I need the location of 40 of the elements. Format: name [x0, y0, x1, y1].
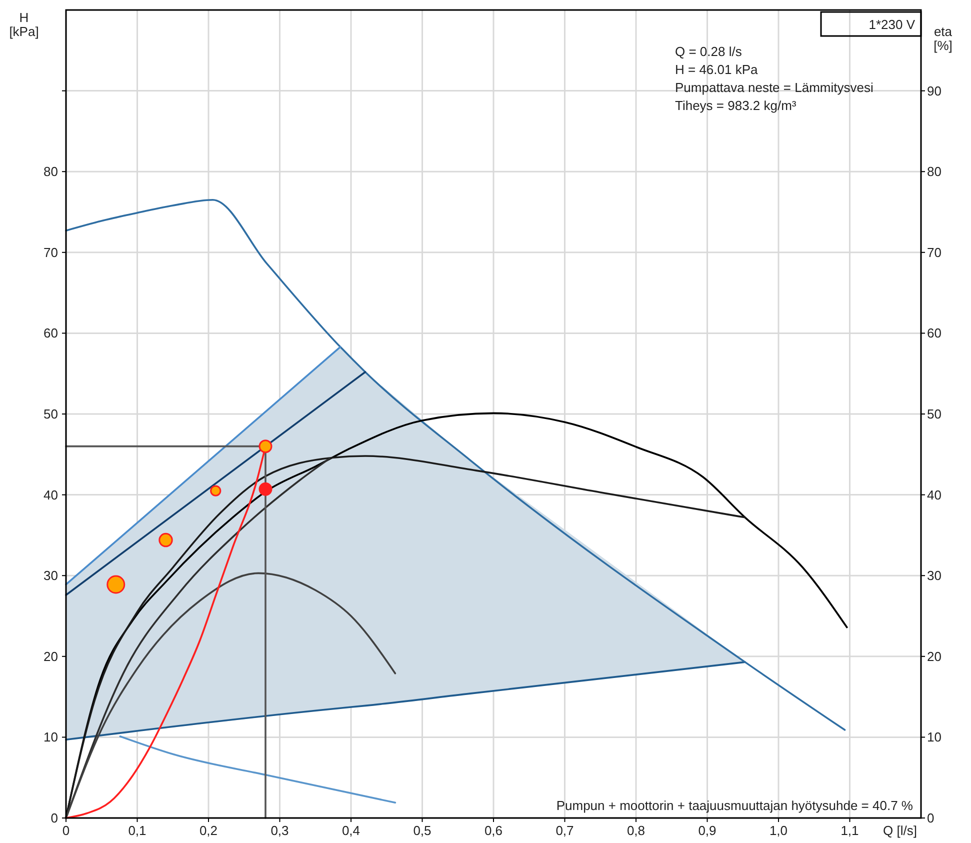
- x-tick-label: 0,8: [626, 823, 646, 838]
- annotation: H = 46.01 kPa: [675, 62, 759, 77]
- annotation: Tiheys = 983.2 kg/m³: [675, 98, 797, 113]
- y2-tick-label: 50: [927, 406, 942, 422]
- x-tick-label: 0,1: [128, 823, 146, 838]
- y2-tick-label: 0: [927, 810, 934, 826]
- x-tick-label: 0,9: [698, 823, 716, 838]
- x-tick-label: 0: [62, 823, 70, 838]
- annotation: 1*230 V: [868, 17, 916, 32]
- y2-tick-label: 90: [927, 83, 942, 98]
- y2-tick-label: 20: [927, 648, 942, 664]
- y-tick-label: 30: [44, 568, 58, 584]
- x-tick-label: 1,1: [840, 823, 859, 838]
- y-tick-label: 0: [50, 810, 58, 826]
- x-axis-title: Q [l/s]: [883, 823, 917, 838]
- y-tick-label: 10: [44, 730, 58, 745]
- y2-tick-label: 40: [927, 487, 942, 502]
- x-tick-label: 0,2: [199, 823, 218, 838]
- x-tick-label: 1,0: [769, 823, 788, 838]
- y-tick-label: 80: [44, 164, 58, 180]
- y-tick-label: 40: [44, 487, 58, 502]
- x-tick-label: 0,6: [484, 823, 503, 838]
- annotation: Pumpun + moottorin + taajuusmuuttajan hyötysuhde = 40.7 %: [556, 798, 914, 813]
- annotation: Pumpattava neste = Lämmitysvesi: [675, 80, 874, 95]
- y-tick-label: 50: [44, 406, 58, 422]
- y-tick-label: 70: [44, 244, 58, 260]
- y2-tick-label: 30: [927, 568, 942, 584]
- y-tick-label: 60: [44, 326, 58, 341]
- y2-tick-label: 70: [927, 244, 942, 260]
- y-axis-title: H [kPa]: [9, 10, 39, 39]
- x-tick-label: 0,5: [413, 823, 432, 838]
- y2-tick-label: 60: [927, 326, 942, 341]
- x-tick-label: 0,7: [556, 823, 574, 838]
- x-tick-label: 0,4: [342, 823, 360, 838]
- annotation: Q = 0.28 l/s: [675, 44, 742, 59]
- y2-tick-label: 10: [927, 730, 942, 745]
- y2-tick-label: 80: [927, 164, 942, 180]
- x-tick-label: 0,3: [270, 823, 289, 838]
- y-tick-label: 20: [44, 648, 58, 664]
- y2-axis-title: eta [%]: [934, 24, 953, 53]
